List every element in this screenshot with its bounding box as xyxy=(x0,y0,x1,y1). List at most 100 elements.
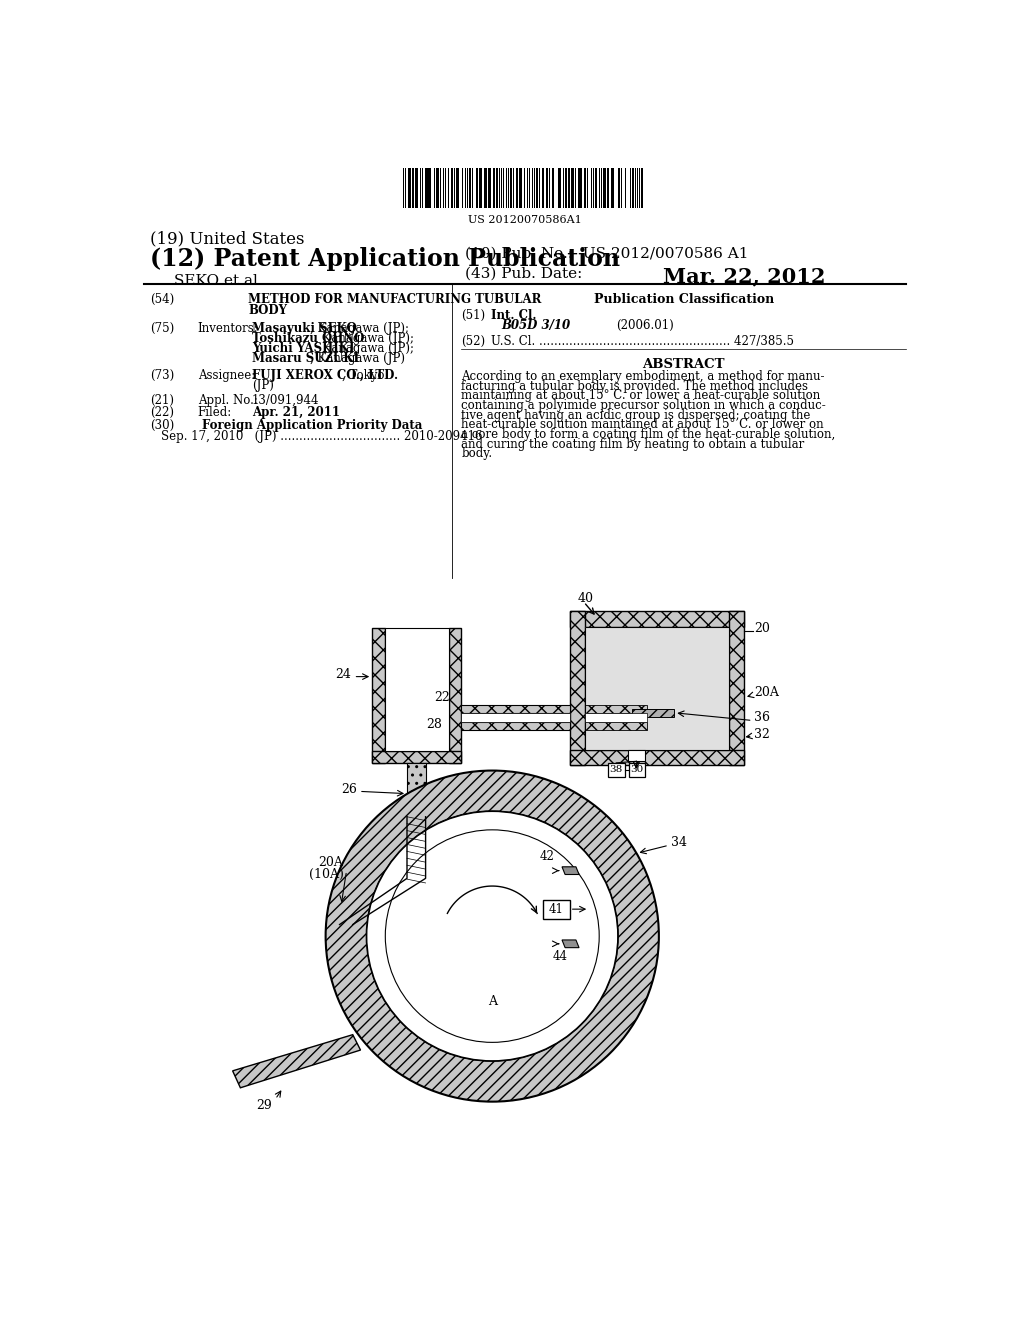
Text: B05D 3/10: B05D 3/10 xyxy=(502,319,570,333)
Text: METHOD FOR MANUFACTURING TUBULAR: METHOD FOR MANUFACTURING TUBULAR xyxy=(248,293,542,306)
Text: 20: 20 xyxy=(755,622,770,635)
Bar xyxy=(571,168,574,207)
Text: and curing the coating film by heating to obtain a tubular: and curing the coating film by heating t… xyxy=(461,437,805,450)
Text: 36: 36 xyxy=(755,711,770,723)
Text: (22): (22) xyxy=(150,407,174,420)
Bar xyxy=(372,628,385,763)
Text: Filed:: Filed: xyxy=(198,407,232,420)
Text: (10A): (10A) xyxy=(308,869,343,880)
Bar xyxy=(485,168,486,207)
Bar xyxy=(476,168,477,207)
Bar xyxy=(372,751,461,763)
Text: 40: 40 xyxy=(578,593,594,606)
Bar xyxy=(528,168,530,207)
Text: (30): (30) xyxy=(150,418,174,432)
Bar xyxy=(617,168,621,207)
Bar xyxy=(385,628,449,751)
Text: (10) Pub. No.:  US 2012/0070586 A1: (10) Pub. No.: US 2012/0070586 A1 xyxy=(465,247,749,261)
Text: 29: 29 xyxy=(256,1100,271,1111)
Bar xyxy=(569,611,744,627)
Bar xyxy=(584,168,586,207)
Text: (JP): (JP) xyxy=(252,379,273,392)
Bar xyxy=(586,722,647,730)
Bar xyxy=(632,709,675,717)
Text: , Kanagawa (JP);: , Kanagawa (JP); xyxy=(315,333,414,346)
Text: Yuichi YASHIKI: Yuichi YASHIKI xyxy=(252,342,354,355)
Bar xyxy=(479,168,482,207)
Bar xyxy=(603,168,604,207)
Text: 34: 34 xyxy=(671,836,686,849)
Text: 42: 42 xyxy=(540,850,554,862)
Bar xyxy=(579,168,581,207)
Bar xyxy=(625,168,627,207)
Text: (51): (51) xyxy=(461,309,485,322)
Bar xyxy=(442,168,444,207)
Text: 13/091,944: 13/091,944 xyxy=(252,395,319,407)
Bar xyxy=(587,168,589,207)
Bar xyxy=(449,628,461,763)
Text: BODY: BODY xyxy=(248,304,287,317)
Bar xyxy=(595,168,597,207)
Text: (12) Patent Application Publication: (12) Patent Application Publication xyxy=(150,247,620,271)
Bar xyxy=(407,763,426,817)
Bar xyxy=(487,168,490,207)
Bar xyxy=(536,168,538,207)
Bar xyxy=(568,168,569,207)
Text: Apr. 21, 2011: Apr. 21, 2011 xyxy=(252,407,340,420)
Bar xyxy=(501,168,503,207)
Bar xyxy=(729,611,744,766)
Bar xyxy=(591,168,592,207)
Bar xyxy=(515,168,518,207)
Bar xyxy=(408,168,411,207)
Text: 20A: 20A xyxy=(755,685,779,698)
Bar xyxy=(621,168,623,207)
Text: (21): (21) xyxy=(150,395,174,407)
Bar xyxy=(436,168,438,207)
Text: a core body to form a coating film of the heat-curable solution,: a core body to form a coating film of th… xyxy=(461,428,836,441)
Text: 44: 44 xyxy=(553,950,568,964)
Text: (52): (52) xyxy=(461,335,485,347)
Text: 26: 26 xyxy=(341,783,356,796)
Text: Sep. 17, 2010   (JP) ................................ 2010-209416: Sep. 17, 2010 (JP) .....................… xyxy=(162,430,483,444)
Text: , Tokyo: , Tokyo xyxy=(342,368,384,381)
Text: Toshikazu OHNO: Toshikazu OHNO xyxy=(252,333,365,346)
Text: (54): (54) xyxy=(150,293,174,306)
Bar xyxy=(569,750,744,766)
Bar xyxy=(519,168,521,207)
Text: (75): (75) xyxy=(150,322,174,335)
Text: , Kanagawa (JP): , Kanagawa (JP) xyxy=(310,352,406,366)
Bar xyxy=(569,611,586,766)
Text: Masayuki SEKO: Masayuki SEKO xyxy=(252,322,356,335)
Text: 20A: 20A xyxy=(318,857,343,870)
Text: 22: 22 xyxy=(434,690,450,704)
Text: 28: 28 xyxy=(426,718,442,731)
Bar xyxy=(413,168,414,207)
Text: A: A xyxy=(487,995,497,1008)
Text: 30: 30 xyxy=(631,766,644,775)
Text: (43) Pub. Date:: (43) Pub. Date: xyxy=(465,267,583,280)
Text: SEKO et al.: SEKO et al. xyxy=(174,275,263,288)
Text: containing a polyimide precursor solution in which a conduc-: containing a polyimide precursor solutio… xyxy=(461,399,826,412)
Text: 41: 41 xyxy=(549,903,563,916)
Text: According to an exemplary embodiment, a method for manu-: According to an exemplary embodiment, a … xyxy=(461,370,824,383)
Bar xyxy=(549,168,550,207)
Polygon shape xyxy=(562,867,579,875)
Bar xyxy=(630,763,645,776)
Text: Mar. 22, 2012: Mar. 22, 2012 xyxy=(663,267,825,286)
Text: 32: 32 xyxy=(755,727,770,741)
Bar xyxy=(586,713,647,722)
Bar xyxy=(607,763,625,776)
Bar xyxy=(552,168,554,207)
Bar xyxy=(641,168,643,207)
Text: tive agent having an acidic group is dispersed; coating the: tive agent having an acidic group is dis… xyxy=(461,409,811,421)
Bar xyxy=(452,168,453,207)
Text: maintaining at about 15° C. or lower a heat-curable solution: maintaining at about 15° C. or lower a h… xyxy=(461,389,820,403)
Text: (19) United States: (19) United States xyxy=(150,230,304,247)
Circle shape xyxy=(367,812,617,1061)
Text: , Kanagawa (JP);: , Kanagawa (JP); xyxy=(315,342,414,355)
Polygon shape xyxy=(232,1035,360,1088)
Text: (2006.01): (2006.01) xyxy=(616,319,674,333)
Bar xyxy=(510,168,512,207)
Bar xyxy=(611,168,614,207)
Bar xyxy=(426,168,429,207)
